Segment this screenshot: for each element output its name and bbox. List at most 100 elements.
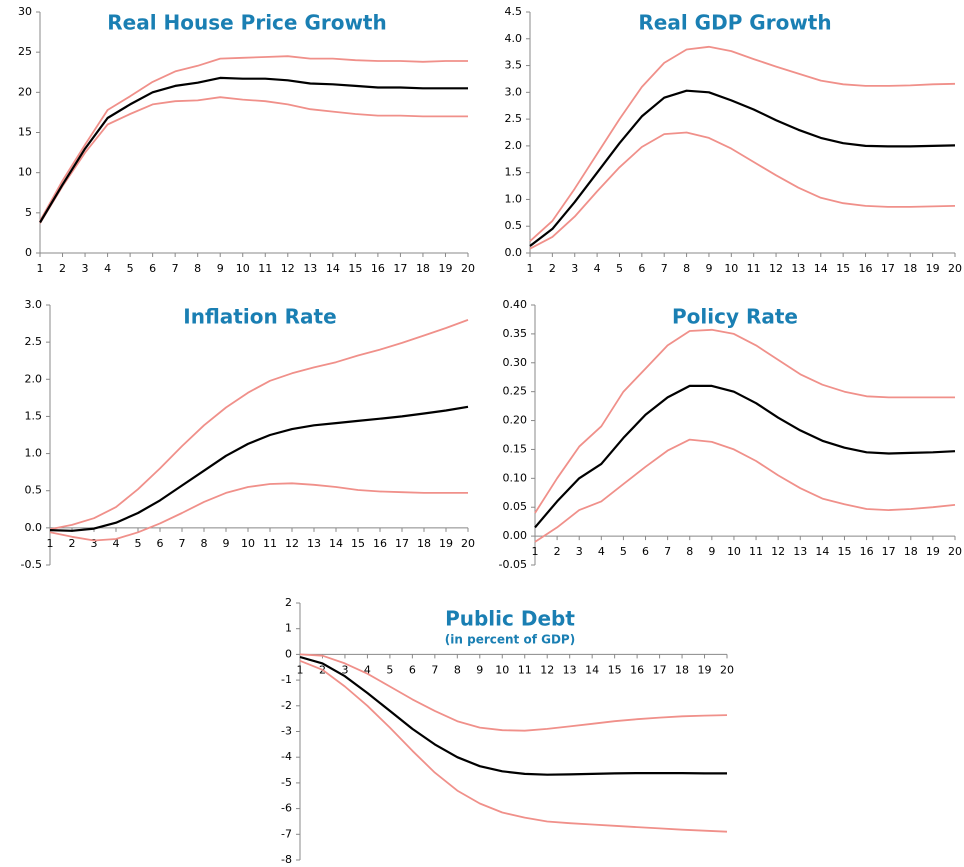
x-tick-label: 2 (554, 545, 561, 558)
x-tick-label: 15 (836, 262, 850, 275)
x-tick-label: 7 (431, 663, 438, 676)
x-tick-label: 18 (416, 262, 430, 275)
chart-title: Policy Rate (672, 305, 798, 329)
x-tick-label: 17 (395, 537, 409, 550)
x-tick-label: 4 (113, 537, 120, 550)
x-tick-label: 19 (698, 663, 712, 676)
y-tick-label: -6 (281, 802, 292, 815)
x-tick-label: 11 (518, 663, 532, 676)
x-tick-label: 10 (724, 262, 738, 275)
y-tick-label: -3 (281, 725, 292, 738)
x-tick-label: 14 (815, 545, 829, 558)
x-tick-label: 18 (903, 262, 917, 275)
x-tick-label: 8 (686, 545, 693, 558)
series-line (299, 655, 727, 776)
x-tick-label: 15 (608, 663, 622, 676)
y-tick-label: 5 (25, 206, 32, 219)
y-tick-label: 1.0 (505, 192, 523, 205)
y-tick-label: 1.5 (25, 409, 43, 422)
x-tick-label: 10 (495, 663, 509, 676)
x-tick-label: 16 (373, 537, 387, 550)
y-tick-label: 30 (18, 5, 32, 18)
x-tick-label: 2 (549, 262, 556, 275)
x-tick-label: 16 (371, 262, 385, 275)
x-tick-label: 3 (576, 545, 583, 558)
y-tick-label: 4.0 (505, 32, 523, 45)
x-tick-label: 3 (341, 663, 348, 676)
y-tick-label: -5 (281, 776, 292, 789)
x-tick-label: 7 (172, 262, 179, 275)
y-tick-label: 0.15 (503, 442, 528, 455)
x-tick-label: 15 (348, 262, 362, 275)
x-tick-label: 7 (661, 262, 668, 275)
x-tick-label: 8 (201, 537, 208, 550)
x-tick-label: 16 (859, 262, 873, 275)
x-tick-label: 3 (82, 262, 89, 275)
x-tick-label: 13 (563, 663, 577, 676)
series-line (534, 384, 956, 529)
x-tick-label: 11 (749, 545, 763, 558)
x-tick-label: 7 (179, 537, 186, 550)
x-tick-label: 1 (297, 663, 304, 676)
x-tick-label: 8 (683, 262, 690, 275)
x-tick-label: 14 (329, 537, 343, 550)
series-line (299, 653, 728, 732)
chart-panel: -0.05 0.00 0.05 0.10 0.15 0.20 0.25 0.30 0.35 0.4… (499, 298, 962, 571)
series-line (534, 328, 955, 514)
x-tick-label: 6 (149, 262, 156, 275)
x-tick-label: 14 (814, 262, 828, 275)
x-tick-label: 20 (948, 545, 962, 558)
x-tick-label: 11 (258, 262, 272, 275)
x-tick-label: 9 (217, 262, 224, 275)
y-tick-label: 4.5 (505, 5, 523, 18)
x-tick-label: 17 (653, 663, 667, 676)
x-tick-label: 19 (439, 537, 453, 550)
x-tick-label: 19 (926, 262, 940, 275)
x-tick-label: 7 (664, 545, 671, 558)
y-tick-label: 0.5 (25, 484, 43, 497)
x-tick-label: 11 (263, 537, 277, 550)
x-tick-label: 10 (236, 262, 250, 275)
y-tick-label: 15 (18, 126, 32, 139)
x-tick-label: 18 (417, 537, 431, 550)
x-tick-label: 1 (527, 262, 534, 275)
y-tick-label: 3.0 (25, 298, 43, 311)
y-tick-label: -2 (281, 699, 292, 712)
y-tick-label: -1 (281, 673, 292, 686)
series-line (529, 45, 956, 242)
x-tick-label: 12 (769, 262, 783, 275)
y-tick-label: 0.25 (503, 385, 528, 398)
y-tick-label: -8 (281, 853, 292, 866)
x-tick-label: 18 (675, 663, 689, 676)
x-tick-label: 2 (69, 537, 76, 550)
x-tick-label: 17 (881, 262, 895, 275)
x-tick-label: 20 (948, 262, 962, 275)
y-tick-label: 0.30 (503, 356, 528, 369)
series-line (39, 96, 468, 224)
series-line (39, 76, 468, 224)
series-line (529, 89, 956, 247)
y-tick-label: -7 (281, 827, 292, 840)
y-tick-label: 3.5 (505, 59, 523, 72)
x-tick-label: 13 (791, 262, 805, 275)
x-tick-label: 5 (135, 537, 142, 550)
y-tick-label: -0.5 (21, 558, 42, 571)
y-tick-label: -0.05 (499, 558, 527, 571)
chart-panel: 0.00.51.01.52.02.53.03.54.04.51 2 3 4 5 6 7 8 9 1… (505, 5, 963, 275)
x-tick-label: 4 (104, 262, 111, 275)
y-tick-label: 0.00 (503, 529, 528, 542)
y-tick-label: 0.20 (503, 414, 528, 427)
x-tick-label: 17 (393, 262, 407, 275)
x-tick-label: 4 (598, 545, 605, 558)
y-tick-label: 0.05 (503, 500, 528, 513)
series-line (529, 131, 956, 250)
x-tick-label: 11 (747, 262, 761, 275)
chart-panel: -0.50.00.51.01.52.02.53.01 2 3 4 5 6 7 8 9 10 11 12… (21, 298, 475, 571)
y-tick-label: 2.0 (505, 139, 523, 152)
x-tick-label: 16 (630, 663, 644, 676)
x-tick-label: 17 (882, 545, 896, 558)
